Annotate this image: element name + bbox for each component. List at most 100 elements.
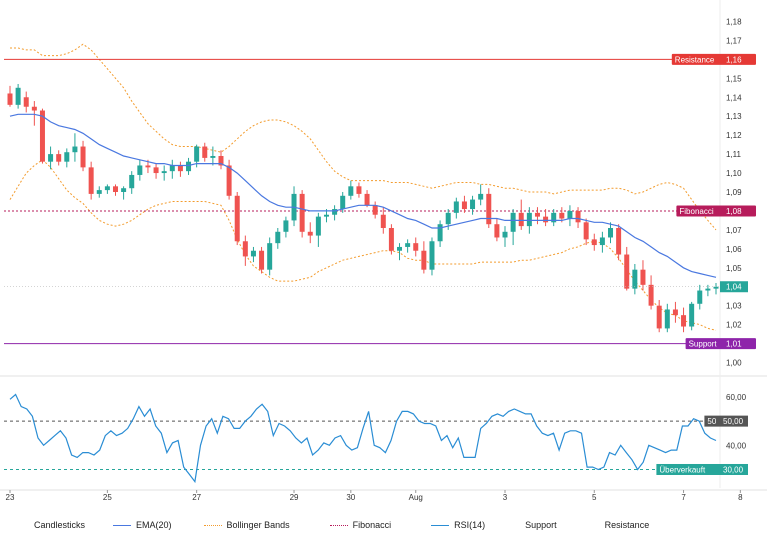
candle-body <box>705 288 711 291</box>
candle-body <box>388 228 394 251</box>
bollinger-lower-line <box>9 159 717 331</box>
candle-body <box>429 241 435 270</box>
rsi-level-name: 50 <box>707 417 716 426</box>
candle-body <box>315 216 321 236</box>
candle-body <box>275 231 281 244</box>
candle-body <box>194 146 200 162</box>
candle-body <box>23 97 29 107</box>
legend-swatch <box>113 524 132 526</box>
legend-item: EMA(20) <box>113 520 172 530</box>
candle-body <box>551 212 557 223</box>
candle-body <box>518 212 524 227</box>
rsi-level-value-bg <box>720 463 748 475</box>
candle-body <box>713 286 719 289</box>
legend-item: Fibonacci <box>329 520 392 530</box>
candle-body <box>664 309 670 329</box>
candle-body <box>283 220 289 232</box>
legend-swatch <box>203 524 222 526</box>
candle-body <box>7 93 13 105</box>
candle-body <box>121 188 127 192</box>
x-tick-label: 3 <box>503 493 508 502</box>
x-tick-label: 5 <box>592 493 597 502</box>
legend-label: RSI(14) <box>454 520 486 530</box>
candle-body <box>380 214 386 228</box>
chart-legend: Candlesticks EMA(20) Bollinger Bands Fibona… <box>0 514 767 536</box>
candle-body <box>624 254 630 289</box>
candle-body <box>323 214 329 217</box>
level-label-value: 1,16 <box>726 55 742 64</box>
price-y-tick: 1,09 <box>726 188 742 197</box>
price-y-tick: 1,06 <box>726 245 742 254</box>
candle-body <box>259 250 265 270</box>
legend-swatch <box>329 524 348 526</box>
candle-body <box>145 165 151 168</box>
x-tick-label: 23 <box>6 493 15 502</box>
candle-body <box>88 167 94 194</box>
rsi-y-tick: 60,00 <box>726 393 747 402</box>
level-label-bg <box>676 205 756 217</box>
rsi-level-value-bg <box>720 415 748 427</box>
price-y-tick: 1,12 <box>726 131 742 140</box>
candle-body <box>486 193 492 225</box>
legend-item: Bollinger Bands <box>203 520 290 530</box>
level-label-value: 1,01 <box>726 340 742 349</box>
x-tick-label: 8 <box>738 493 743 502</box>
candle-body <box>616 228 622 255</box>
price-y-tick: 1,07 <box>726 226 742 235</box>
candle-body <box>583 222 589 240</box>
legend-label: Support <box>525 520 557 530</box>
level-label-name: Fibonacci <box>679 207 713 216</box>
candle-body <box>421 250 427 270</box>
candle-body <box>461 201 467 210</box>
candle-body <box>575 210 581 223</box>
ema20-line <box>9 113 717 278</box>
last-price-badge <box>720 281 748 293</box>
candle-body <box>567 210 573 219</box>
legend-item: Resistance <box>605 520 650 530</box>
candle-body <box>372 205 378 215</box>
candle-body <box>56 154 62 162</box>
candle-body <box>242 241 248 257</box>
candle-body <box>648 284 654 306</box>
candle-body <box>129 174 135 189</box>
candle-body <box>559 212 565 219</box>
x-tick-label: 27 <box>192 493 201 502</box>
candle-body <box>80 146 86 168</box>
rsi-level-label-bg <box>704 415 720 427</box>
price-y-tick: 1,18 <box>726 17 742 26</box>
candle-body <box>153 167 159 174</box>
candle-body <box>413 243 419 251</box>
price-panel: 1,18 1,17 1,16 1,15 1,14 1,13 1,12 1,11 1,10 1,09… <box>0 0 767 488</box>
legend-item: RSI(14) <box>431 520 485 530</box>
legend-swatch <box>431 524 450 526</box>
level-label-value: 1,08 <box>726 207 742 216</box>
candle-body <box>161 171 167 174</box>
candle-body <box>72 146 78 153</box>
legend-item: Candlesticks <box>34 520 85 530</box>
candle-body <box>364 193 370 206</box>
rsi-y-tick: 40,00 <box>726 441 747 450</box>
rsi-level-label-bg <box>656 463 720 475</box>
candle-body <box>632 269 638 289</box>
legend-label: Candlesticks <box>34 520 86 530</box>
legend-label: Bollinger Bands <box>226 520 290 530</box>
candle-body <box>510 212 516 232</box>
candle-body <box>48 154 54 162</box>
legend-label: Resistance <box>604 520 650 530</box>
rsi-level-name: Überverkauft <box>659 465 706 474</box>
candle-body <box>681 315 687 327</box>
x-tick-label: 30 <box>346 493 355 502</box>
price-y-tick: 1,17 <box>726 36 742 45</box>
candle-body <box>340 195 346 210</box>
price-y-tick: 1,10 <box>726 169 742 178</box>
candle-body <box>543 216 549 223</box>
candle-body <box>186 161 192 172</box>
bollinger-upper-line <box>10 43 717 231</box>
x-tick-label: 7 <box>681 493 686 502</box>
last-price-value: 1,04 <box>726 283 742 292</box>
candle-body <box>348 186 354 196</box>
candle-body <box>494 224 500 238</box>
rsi-line <box>9 393 717 484</box>
legend-label: Fibonacci <box>352 520 392 530</box>
